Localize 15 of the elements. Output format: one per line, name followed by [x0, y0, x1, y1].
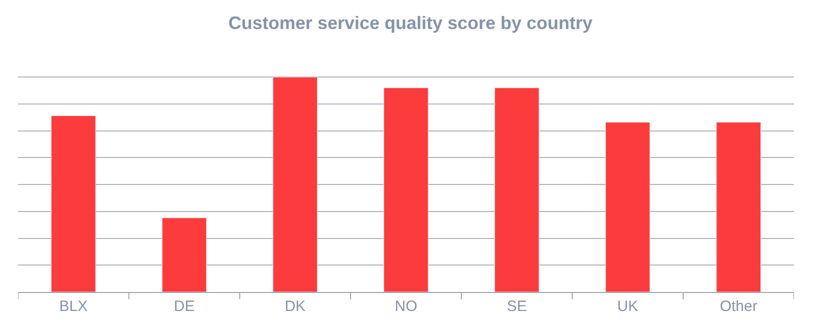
x-tick-label: Other	[720, 298, 758, 315]
x-tick-label: UK	[617, 298, 638, 315]
bar	[384, 88, 428, 292]
bar	[605, 122, 650, 292]
bar	[716, 122, 761, 292]
x-tick-label: DE	[174, 298, 195, 315]
x-tick-label: NO	[394, 298, 418, 315]
chart-title: Customer service quality score by country	[228, 12, 593, 33]
bar	[51, 116, 96, 292]
bar	[494, 88, 540, 292]
bar	[162, 218, 207, 292]
x-tick-label: DK	[284, 298, 306, 315]
x-tick-label: SE	[506, 298, 527, 315]
x-tick-label: BLX	[59, 298, 88, 315]
bar	[272, 76, 318, 292]
